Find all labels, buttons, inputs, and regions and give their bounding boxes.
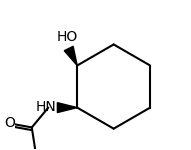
- Text: O: O: [4, 116, 15, 130]
- Text: HO: HO: [56, 30, 78, 44]
- Text: HN: HN: [36, 100, 57, 114]
- Polygon shape: [64, 46, 77, 66]
- Polygon shape: [57, 103, 77, 112]
